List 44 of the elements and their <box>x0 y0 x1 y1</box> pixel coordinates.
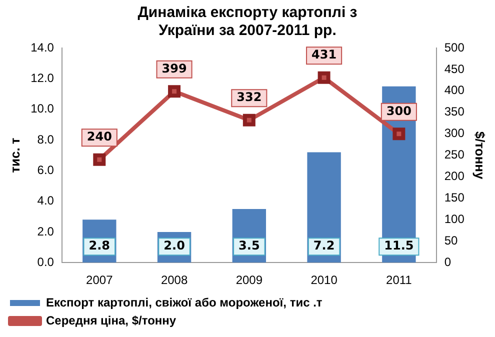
y2-tick-label: 400 <box>444 83 465 98</box>
legend-label: Середня ціна, $/тонну <box>46 313 176 328</box>
y-tick-label: 4.0 <box>37 194 54 208</box>
y-tick-label: 2.0 <box>37 224 54 238</box>
x-tick-label: 2009 <box>236 273 263 288</box>
y2-tick-label: 50 <box>444 233 458 248</box>
x-tick-label: 2010 <box>310 273 338 288</box>
data-label: 240 <box>86 130 112 144</box>
data-label: 300 <box>386 104 412 118</box>
data-label: 7.2 <box>313 238 335 253</box>
data-label: 399 <box>162 61 187 76</box>
y-axis-title: тис. т <box>7 138 22 173</box>
y2-tick-label: 350 <box>444 104 465 119</box>
y-tick-label: 10.0 <box>30 102 54 116</box>
y2-tick-label: 150 <box>444 190 465 205</box>
point <box>392 128 406 140</box>
y2-axis-title: $/тонну <box>472 131 488 180</box>
data-label: 3.5 <box>238 238 260 253</box>
legend-label: Експорт картоплі, свіжої або мороженої, тис .т <box>46 295 322 310</box>
y2-tick-label: 200 <box>444 169 465 184</box>
data-label: 431 <box>312 48 337 62</box>
y-tick-label: 8.0 <box>37 132 54 146</box>
y2-tick-label: 0 <box>444 254 452 269</box>
point <box>318 71 330 84</box>
y2-tick-label: 250 <box>444 148 465 162</box>
y2-tick-label: 100 <box>444 212 465 226</box>
chart-title: Динаміка експорту картоплі з України за 2007-2011 рр. <box>138 4 358 40</box>
data-label: 11.5 <box>384 238 414 253</box>
point <box>242 114 256 126</box>
y-tick-label: 12.0 <box>30 70 54 85</box>
x-tick-label: 2008 <box>160 273 188 288</box>
y-tick-label: 6.0 <box>37 162 54 177</box>
y2-tick-label: 450 <box>444 62 465 76</box>
x-tick-label: 2011 <box>386 273 412 288</box>
y2-tick-label: 300 <box>444 126 465 140</box>
x-tick-label: 2007 <box>86 273 114 288</box>
y-tick-label: 14.0 <box>30 40 54 54</box>
data-label: 2.0 <box>164 238 185 253</box>
y2-tick-label: 500 <box>444 40 465 54</box>
point <box>168 85 181 98</box>
y-tick-label: 0.0 <box>37 254 54 269</box>
data-label: 2.8 <box>88 238 110 253</box>
point <box>93 153 106 166</box>
data-label: 332 <box>236 90 262 104</box>
